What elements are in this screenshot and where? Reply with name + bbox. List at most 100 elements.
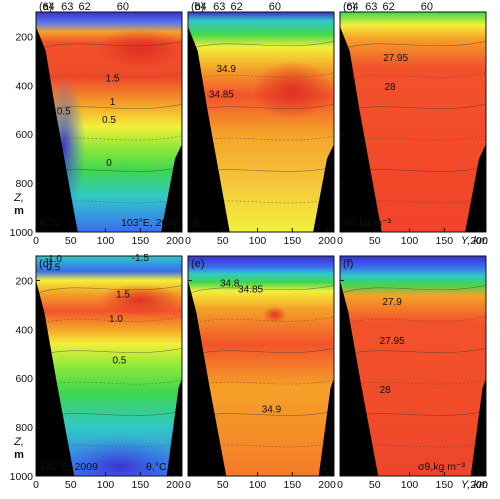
contour-label: 27.9 <box>382 297 402 308</box>
y-axis-label: Z, <box>13 436 24 448</box>
contour-label: 1.5 <box>116 290 130 301</box>
contour-line <box>36 379 182 388</box>
x-tick-label: 0 <box>185 479 191 491</box>
topography-right <box>166 378 182 476</box>
panel-e: 0 50 100 150 200 (e) S 34.834.85 34.9 <box>185 255 336 491</box>
section-annotation: 103°E, 2007 <box>121 217 179 229</box>
latitude-tick-label: 63 <box>61 1 73 13</box>
y-axis-unit: m <box>14 449 24 461</box>
contour-label: 28 <box>384 82 396 93</box>
contour-line <box>340 442 486 451</box>
contour-label: 0.5 <box>112 356 126 367</box>
x-tick-label: 150 <box>284 479 302 491</box>
topography-left <box>36 256 75 476</box>
contour-line <box>340 135 486 144</box>
contour-line <box>36 442 182 451</box>
x-tick-label: 150 <box>284 235 302 247</box>
y-axis-unit: m <box>14 205 24 217</box>
topography-right <box>313 144 334 232</box>
panel-frame <box>339 11 487 233</box>
salty-spot <box>262 306 287 323</box>
warm-core <box>98 284 182 316</box>
contour-label: 34.9 <box>217 64 237 75</box>
contour-label: -1.5 <box>132 253 150 264</box>
panel-label: (a) <box>39 1 52 13</box>
x-tick-label: 50 <box>369 235 381 247</box>
contour-line <box>340 198 486 207</box>
x-tick-label: 200 <box>318 235 336 247</box>
contour-label: 1 <box>110 97 116 108</box>
y-tick-label: 600 <box>15 373 33 385</box>
topography-right <box>318 378 334 476</box>
contour-label: 0.5 <box>46 263 60 274</box>
latitude-tick-label: 62 <box>383 1 395 13</box>
latitude-tick-label: 63 <box>365 1 377 13</box>
contour-line <box>188 41 334 50</box>
x-tick-label: 0 <box>337 235 343 247</box>
variable-label: S <box>192 217 199 229</box>
contour-line <box>340 379 486 388</box>
contour-label: 0 <box>106 158 112 169</box>
panel-frame <box>187 11 335 233</box>
x-tick-label: 150 <box>132 479 150 491</box>
x-tick-label: 50 <box>369 479 381 491</box>
latitude-tick-label: 60 <box>269 1 281 13</box>
contour-label: 34.85 <box>238 285 263 296</box>
topography-right <box>470 378 486 476</box>
x-tick-label: 50 <box>217 235 229 247</box>
latitude-tick-label: 63 <box>213 1 225 13</box>
x-tick-label: 100 <box>97 235 115 247</box>
x-tick-label: 100 <box>249 235 267 247</box>
y-tick-label: 200 <box>15 275 33 287</box>
variable-label: θ,°C <box>40 217 61 229</box>
panel-frame <box>187 255 335 477</box>
contour-line <box>36 72 182 82</box>
x-axis-label: Y, km <box>461 235 488 247</box>
y-tick-label: 1000 <box>10 227 34 239</box>
contour-line <box>188 198 334 207</box>
panel-frame <box>35 255 183 477</box>
x-tick-label: 150 <box>436 479 454 491</box>
contour-label: 1.5 <box>106 74 120 85</box>
contour-label: 27.95 <box>383 53 408 64</box>
panel-label: (c) <box>343 1 356 13</box>
x-axis-label: Y, km <box>461 479 488 491</box>
latitude-tick-label: 64 <box>42 1 54 13</box>
x-tick-label: 200 <box>470 479 488 491</box>
latitude-tick-label: 64 <box>194 1 206 13</box>
x-tick-label: 150 <box>436 235 454 247</box>
topography-left <box>188 256 227 476</box>
contour-label: -1.0 <box>45 254 63 265</box>
x-tick-label: 200 <box>470 235 488 247</box>
x-tick-label: 200 <box>166 479 184 491</box>
panel-frame <box>339 255 487 477</box>
x-tick-label: 150 <box>132 235 150 247</box>
panel-label: (f) <box>343 258 353 270</box>
x-tick-label: 0 <box>33 479 39 491</box>
field-f <box>340 256 486 476</box>
field-a <box>36 12 182 232</box>
contour-line <box>36 41 182 50</box>
y-tick-label: 400 <box>15 80 33 92</box>
contour-line <box>188 379 334 388</box>
y-tick-label: 600 <box>15 129 33 141</box>
x-tick-label: 200 <box>166 235 184 247</box>
panel-a: 0 50 100 150 200 200 400 600 800 1000 64 63 62 60 (a) θ… <box>10 1 184 247</box>
variable-label: σθ,kg m⁻³ <box>418 461 466 473</box>
contour-line <box>188 285 334 294</box>
y-axis-label: Z, <box>13 192 24 204</box>
contour-label: 27.95 <box>380 336 405 347</box>
contour-label: 0.5 <box>102 115 116 126</box>
topography-left <box>340 12 382 232</box>
contour-line <box>340 285 486 294</box>
contour-line <box>188 135 334 144</box>
topography-right <box>465 144 486 232</box>
panel-f: 0 50 100 150 200 (f) σθ,kg m⁻³ 27.9 27.95 28 Y, km <box>337 255 488 491</box>
latitude-tick-label: 62 <box>79 1 91 13</box>
topography-right <box>161 144 182 232</box>
x-tick-label: 100 <box>97 479 115 491</box>
latitude-tick-label: 62 <box>231 1 243 13</box>
variable-label: θ,°C <box>146 461 167 473</box>
x-tick-label: 100 <box>401 235 419 247</box>
latitude-tick-label: 60 <box>421 1 433 13</box>
